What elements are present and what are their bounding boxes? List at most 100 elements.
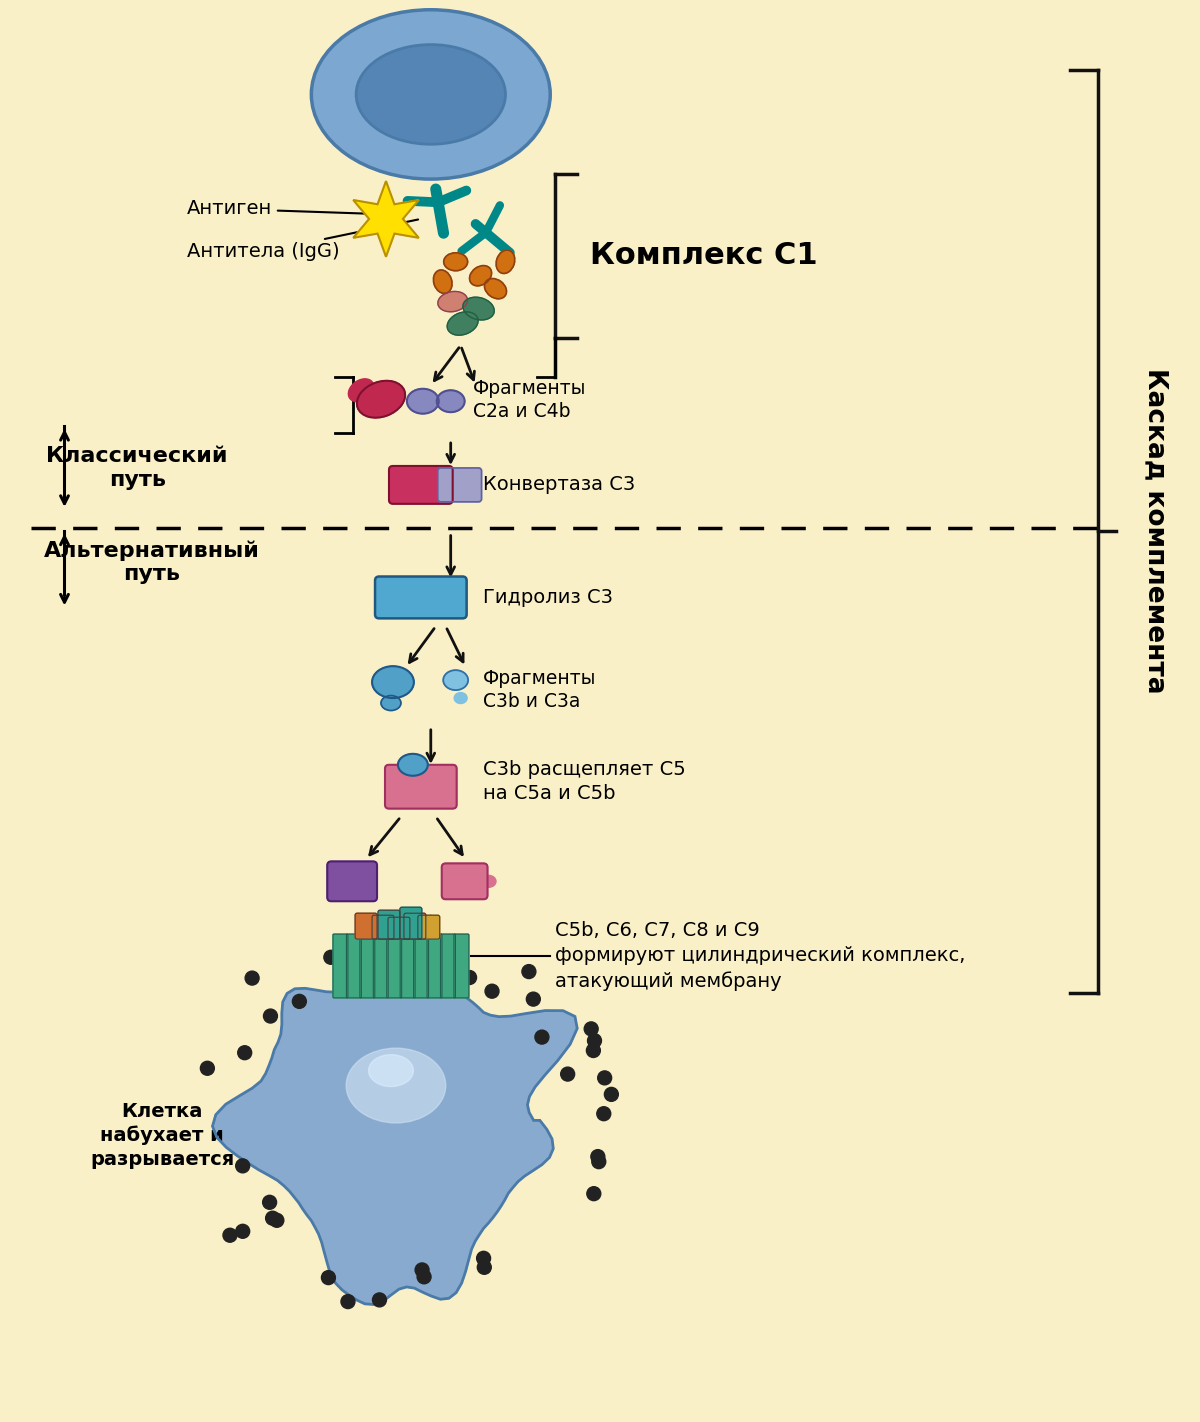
Text: Каскад комплемента: Каскад комплемента xyxy=(1142,368,1169,694)
Circle shape xyxy=(418,1270,431,1284)
Circle shape xyxy=(200,1061,215,1075)
FancyBboxPatch shape xyxy=(378,910,400,939)
Circle shape xyxy=(270,1213,284,1227)
FancyBboxPatch shape xyxy=(372,916,394,939)
FancyBboxPatch shape xyxy=(386,934,402,998)
Ellipse shape xyxy=(346,1048,445,1123)
Circle shape xyxy=(332,947,346,961)
Text: Клетка
набухает и
разрывается: Клетка набухает и разрывается xyxy=(90,1102,234,1169)
FancyBboxPatch shape xyxy=(347,934,361,998)
Circle shape xyxy=(264,1010,277,1022)
Ellipse shape xyxy=(433,270,452,293)
Circle shape xyxy=(341,1294,355,1308)
Circle shape xyxy=(598,1071,612,1085)
Circle shape xyxy=(322,1271,335,1284)
FancyBboxPatch shape xyxy=(388,917,410,939)
Text: Антитела (IgG): Антитела (IgG) xyxy=(187,219,418,262)
Circle shape xyxy=(358,940,372,953)
Ellipse shape xyxy=(348,378,374,401)
FancyBboxPatch shape xyxy=(418,916,439,939)
Polygon shape xyxy=(212,950,577,1304)
Circle shape xyxy=(372,1293,386,1307)
Text: Фрагменты
С3b и С3а: Фрагменты С3b и С3а xyxy=(482,668,596,711)
FancyBboxPatch shape xyxy=(389,466,452,503)
Ellipse shape xyxy=(496,250,515,273)
Circle shape xyxy=(605,1088,618,1102)
Text: Альтернативный
путь: Альтернативный путь xyxy=(44,540,260,584)
Text: Классический
путь: Классический путь xyxy=(47,447,228,489)
Ellipse shape xyxy=(437,390,464,412)
FancyBboxPatch shape xyxy=(400,907,422,939)
Circle shape xyxy=(590,1149,605,1163)
Ellipse shape xyxy=(356,44,505,144)
Circle shape xyxy=(245,971,259,985)
FancyBboxPatch shape xyxy=(373,934,389,998)
Circle shape xyxy=(584,1022,598,1035)
Circle shape xyxy=(348,951,361,966)
FancyBboxPatch shape xyxy=(427,934,442,998)
FancyBboxPatch shape xyxy=(404,913,426,939)
FancyBboxPatch shape xyxy=(385,765,457,809)
FancyBboxPatch shape xyxy=(454,934,469,998)
Circle shape xyxy=(592,1155,606,1169)
FancyBboxPatch shape xyxy=(376,576,467,619)
Circle shape xyxy=(485,984,499,998)
Circle shape xyxy=(263,1196,276,1209)
Circle shape xyxy=(476,1251,491,1266)
Circle shape xyxy=(587,1044,600,1058)
Text: Антиген: Антиген xyxy=(187,199,373,219)
FancyBboxPatch shape xyxy=(400,934,415,998)
FancyBboxPatch shape xyxy=(360,934,374,998)
Circle shape xyxy=(293,994,306,1008)
Ellipse shape xyxy=(443,670,468,690)
Ellipse shape xyxy=(398,754,428,776)
Circle shape xyxy=(235,1159,250,1173)
Circle shape xyxy=(522,964,536,978)
Ellipse shape xyxy=(448,311,478,336)
Circle shape xyxy=(265,1212,280,1226)
Ellipse shape xyxy=(485,279,506,299)
Text: Фрагменты
С2а и С4b: Фрагменты С2а и С4b xyxy=(473,380,586,421)
Circle shape xyxy=(527,993,540,1007)
Ellipse shape xyxy=(454,693,467,704)
Circle shape xyxy=(560,1066,575,1081)
FancyBboxPatch shape xyxy=(332,934,348,998)
Circle shape xyxy=(596,1106,611,1121)
Circle shape xyxy=(588,1034,601,1048)
Text: Комплекс С1: Комплекс С1 xyxy=(590,242,817,270)
Ellipse shape xyxy=(368,1055,413,1086)
Circle shape xyxy=(235,1224,250,1239)
Circle shape xyxy=(587,1187,601,1200)
Ellipse shape xyxy=(469,266,492,286)
Polygon shape xyxy=(353,181,419,257)
FancyBboxPatch shape xyxy=(438,468,481,502)
Ellipse shape xyxy=(311,10,551,179)
Circle shape xyxy=(340,970,354,984)
Circle shape xyxy=(535,1030,548,1044)
Ellipse shape xyxy=(438,292,468,311)
Circle shape xyxy=(238,1045,252,1059)
Ellipse shape xyxy=(481,876,496,887)
FancyBboxPatch shape xyxy=(328,862,377,902)
Circle shape xyxy=(223,1229,236,1243)
Ellipse shape xyxy=(372,665,414,698)
Circle shape xyxy=(324,950,338,964)
FancyBboxPatch shape xyxy=(355,913,377,939)
Circle shape xyxy=(451,946,466,960)
Text: Конвертаза С3: Конвертаза С3 xyxy=(482,475,635,495)
Text: Гидролиз С3: Гидролиз С3 xyxy=(482,587,612,607)
Circle shape xyxy=(383,930,397,943)
FancyBboxPatch shape xyxy=(442,863,487,899)
Ellipse shape xyxy=(463,297,494,320)
Circle shape xyxy=(415,1263,430,1277)
Ellipse shape xyxy=(382,695,401,711)
FancyBboxPatch shape xyxy=(414,934,428,998)
Text: С3b расщепляет С5
на С5а и С5b: С3b расщепляет С5 на С5а и С5b xyxy=(482,761,685,803)
Ellipse shape xyxy=(444,253,468,270)
Ellipse shape xyxy=(407,388,439,414)
Circle shape xyxy=(478,1260,491,1274)
Ellipse shape xyxy=(356,381,406,418)
Text: С5b, С6, С7, С8 и С9
формируют цилиндрический комплекс,
атакующий мембрану: С5b, С6, С7, С8 и С9 формируют цилиндрич… xyxy=(556,921,966,991)
Circle shape xyxy=(462,971,476,984)
FancyBboxPatch shape xyxy=(440,934,456,998)
